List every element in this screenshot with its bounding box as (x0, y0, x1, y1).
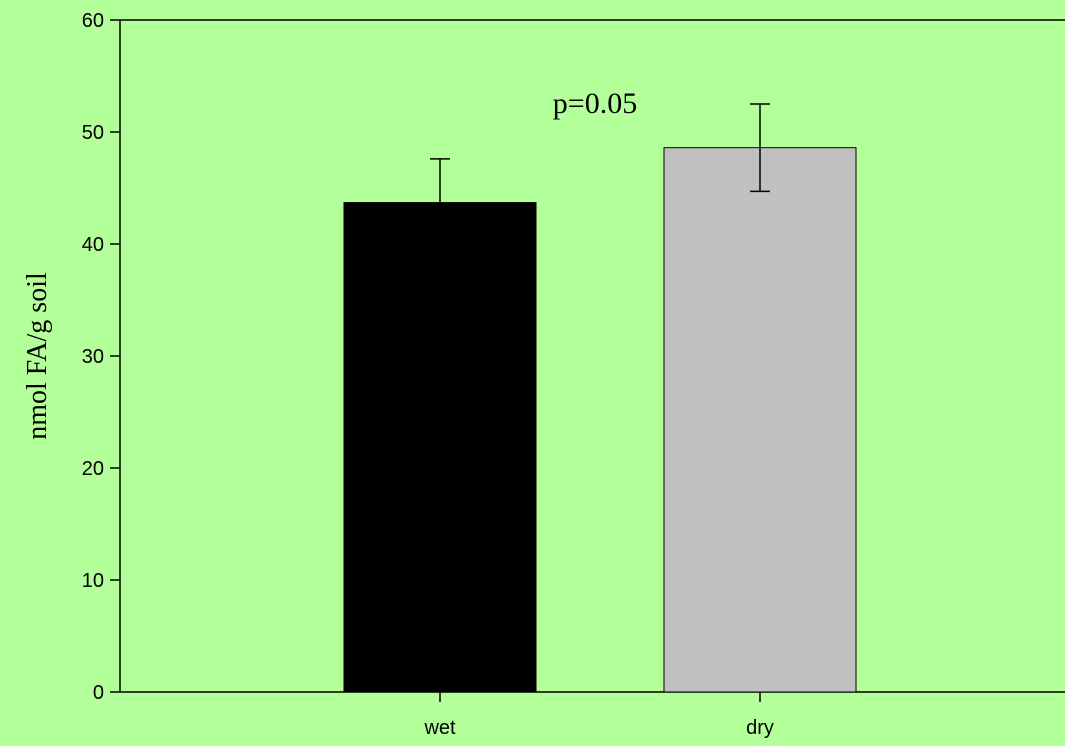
y-tick-label: 10 (82, 570, 104, 592)
y-tick-label: 50 (82, 122, 104, 144)
bar-wet (343, 202, 537, 693)
bars (343, 147, 857, 693)
x-tick-label-wet: wet (423, 717, 456, 739)
bar-dry (663, 147, 857, 693)
error-bars (430, 103, 770, 247)
axes (119, 19, 1065, 693)
x-tick-label-dry: dry (746, 717, 774, 739)
y-tick-label: 40 (82, 234, 104, 256)
y-axis-label: nmol FA/g soil (22, 272, 53, 440)
y-ticks: 0 10 20 30 40 50 60 (82, 10, 120, 704)
y-tick-label: 0 (93, 682, 104, 704)
y-tick-label: 20 (82, 458, 104, 480)
y-tick-label: 30 (82, 346, 104, 368)
p-value-annotation: p=0.05 (553, 87, 637, 120)
y-tick-label: 60 (82, 10, 104, 32)
x-ticks: wet dry (423, 692, 774, 739)
